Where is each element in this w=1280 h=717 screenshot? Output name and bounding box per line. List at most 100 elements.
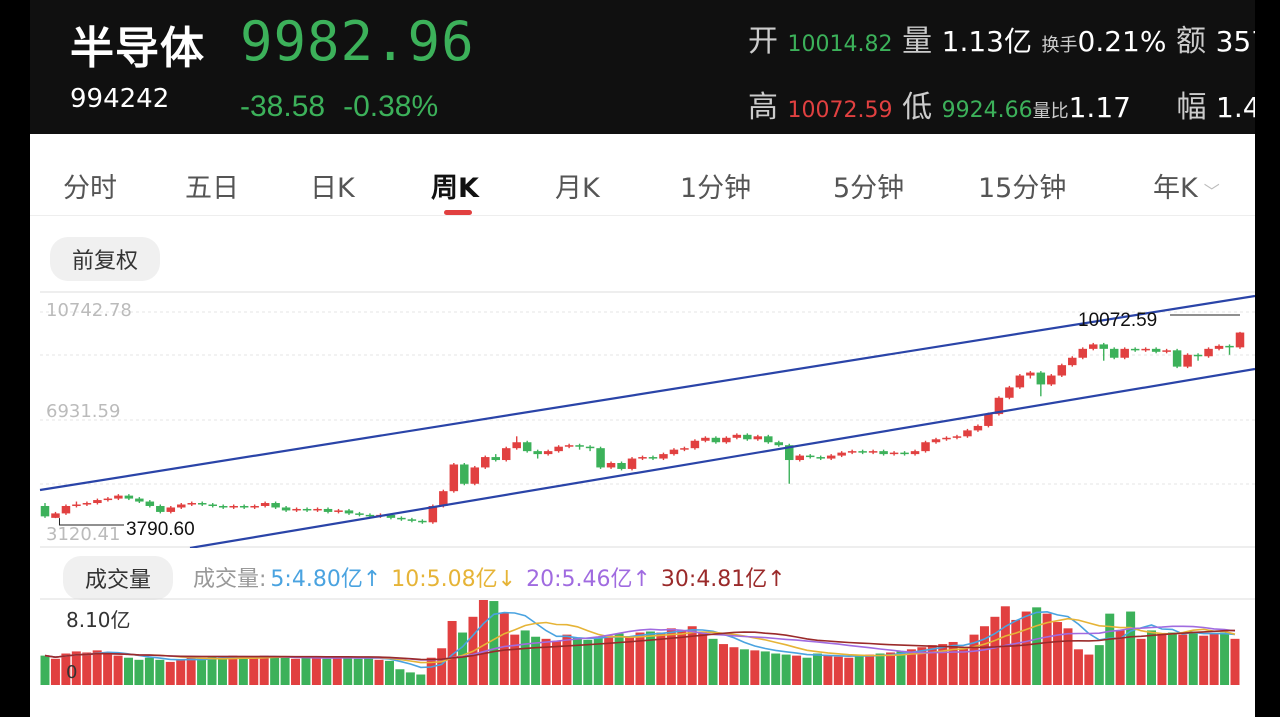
candle-body	[260, 503, 270, 506]
volume-bar	[155, 659, 165, 685]
candle-body	[145, 501, 155, 506]
volume-ma30: 30:4.81亿↑	[660, 567, 786, 592]
adjust-mode-button[interactable]: 前复权	[50, 237, 161, 281]
volume-bar	[541, 638, 551, 685]
volume-ma10: 10:5.08亿↓	[391, 567, 517, 592]
candle-body	[470, 467, 480, 484]
volume-bar	[854, 655, 864, 685]
quote-header: 半导体 994242 9982.96 -38.58 -0.38% 开 10014.…	[30, 0, 1255, 134]
volume-bar	[82, 652, 92, 685]
volume-bar	[1167, 632, 1177, 685]
high-value: 10072.59	[787, 98, 893, 123]
candle-body	[103, 498, 113, 501]
kline-chart[interactable]: 10072.59 3790.60	[30, 290, 1255, 548]
tab-weekly-k[interactable]: 周K	[431, 173, 479, 204]
volume-bar	[572, 637, 582, 685]
volume-bar	[61, 653, 71, 685]
volume-chart[interactable]	[30, 598, 1255, 688]
candle-body	[533, 451, 542, 455]
tab-five-day[interactable]: 五日	[185, 173, 239, 204]
candle-body	[1068, 357, 1077, 366]
candle-body	[124, 495, 134, 499]
candle-body	[994, 397, 1004, 415]
tab-daily-k[interactable]: 日K	[310, 173, 355, 204]
candle-body	[250, 505, 259, 508]
candle-body	[229, 505, 238, 508]
tab-1-minute[interactable]: 1分钟	[680, 173, 752, 204]
volume-ma5: 5:4.80亿↑	[270, 567, 382, 592]
candle-body	[826, 455, 836, 459]
volume-bar	[1157, 633, 1167, 685]
change-value: -38.58	[240, 90, 326, 123]
candle-body	[1109, 348, 1119, 358]
volume-bar	[280, 657, 290, 685]
volume-bar	[812, 653, 822, 685]
volume-bar	[719, 644, 729, 685]
candle-body	[1120, 348, 1129, 358]
amplitude-value: 1.48	[1216, 91, 1255, 124]
price-change: -38.58 -0.38%	[240, 90, 456, 124]
candle-body	[774, 442, 784, 446]
candle-body	[197, 503, 207, 505]
volume-bar	[687, 626, 697, 685]
candle-body	[606, 462, 616, 468]
volume-bar	[708, 638, 718, 685]
candle-body	[554, 446, 563, 452]
volume-bar	[1053, 622, 1063, 685]
candle-body	[1057, 365, 1067, 376]
candle-body	[543, 451, 553, 455]
candle-body	[648, 457, 658, 459]
volume-bar	[531, 636, 541, 685]
candle-body	[596, 448, 605, 468]
max-price-annotation: 10072.59	[1078, 310, 1157, 331]
candle-body	[460, 464, 469, 484]
volume-bar	[374, 659, 384, 685]
candle-body	[281, 507, 291, 511]
volume-value: 1.13亿	[941, 25, 1032, 58]
volume-ma10-line	[44, 617, 1236, 664]
candle-body	[1005, 387, 1014, 398]
candle-body	[1078, 348, 1088, 358]
volume-label: 量	[902, 24, 933, 59]
channel-upper-line	[39, 294, 1255, 492]
candle-body	[1214, 345, 1224, 349]
tab-intraday[interactable]: 分时	[63, 173, 117, 204]
candle-body	[407, 519, 417, 521]
volume-bar	[1115, 630, 1125, 685]
volume-bar	[677, 630, 687, 685]
volume-bar	[1094, 645, 1104, 685]
tab-15-minute[interactable]: 15分钟	[978, 173, 1067, 204]
volume-indicator-button[interactable]: 成交量	[63, 556, 174, 600]
candle-body	[1235, 332, 1245, 348]
active-tab-indicator	[444, 210, 472, 215]
candle-body	[1162, 350, 1171, 352]
volume-bar	[50, 658, 60, 685]
stats-row-2: 高 10072.59 低 9924.66量比1.17 幅 1.48	[748, 82, 1255, 126]
volume-bar	[781, 654, 791, 685]
candle-body	[208, 504, 217, 507]
candle-body	[1026, 372, 1035, 376]
change-percent: -0.38%	[343, 90, 439, 123]
volume-bar	[635, 632, 645, 685]
candle-body	[51, 513, 60, 518]
tab-5-minute[interactable]: 5分钟	[833, 173, 905, 204]
candle-body	[93, 500, 102, 504]
volume-bar	[802, 657, 812, 685]
volume-bar	[124, 657, 134, 685]
candle-body	[575, 445, 584, 447]
volume-bar	[144, 657, 154, 685]
volume-bar	[447, 620, 457, 685]
volume-bar	[165, 661, 175, 685]
volume-bar	[238, 656, 248, 685]
candle-body	[449, 464, 459, 492]
volume-bar	[771, 653, 781, 685]
candle-body	[617, 462, 626, 469]
tab-yearly-k[interactable]: 年K ﹀	[1153, 166, 1220, 205]
volume-bar	[906, 649, 916, 685]
volume-bar	[40, 655, 50, 685]
candle-body	[522, 442, 532, 452]
current-price: 9982.96	[240, 10, 475, 73]
volume-bar	[593, 637, 603, 685]
volume-bar	[1084, 654, 1094, 685]
tab-monthly-k[interactable]: 月K	[555, 173, 600, 204]
